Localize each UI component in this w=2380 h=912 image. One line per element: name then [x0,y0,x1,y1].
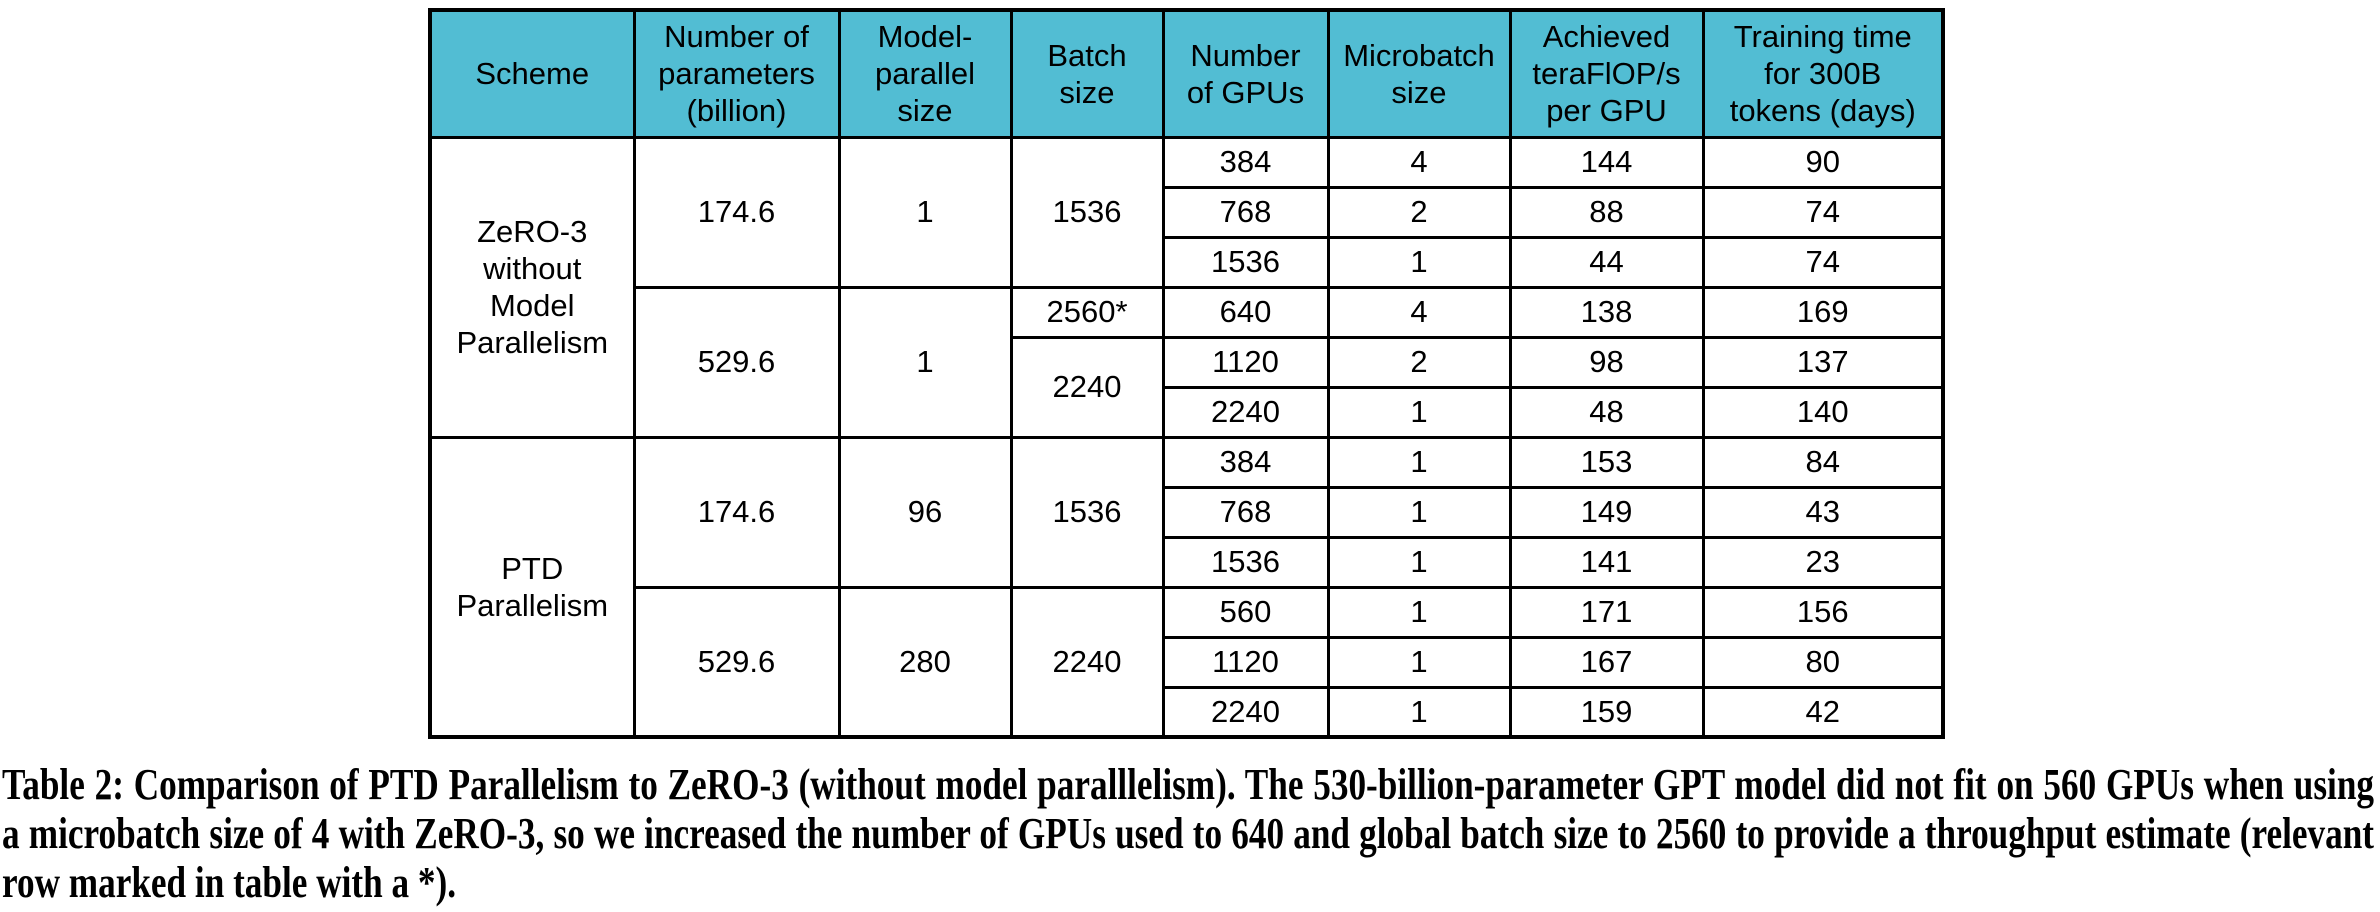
microbatch-cell: 4 [1326,285,1512,339]
training-days-cell: 156 [1701,585,1945,639]
column-header-training-time: Training time for 300B tokens (days) [1701,8,1945,139]
gpus-cell: 768 [1161,185,1330,239]
training-days-cell: 42 [1701,685,1945,739]
scheme-cell: PTD Parallelism [428,435,636,739]
header-row: Scheme Number of parameters (billion) Mo… [428,8,1945,139]
table-row: 768 2 88 74 [430,185,1945,239]
training-days-cell: 84 [1701,435,1945,489]
teraflops-cell: 171 [1508,585,1705,639]
teraflops-cell: 141 [1508,535,1705,589]
gpus-cell: 640 [1161,285,1330,339]
training-days-cell: 43 [1701,485,1945,539]
microbatch-cell: 1 [1326,385,1512,439]
mp-size-cell: 1 [837,285,1013,439]
training-days-cell: 169 [1701,285,1945,339]
mp-size-cell: 280 [837,585,1013,739]
table-row: 768 1 149 43 [430,485,1945,539]
column-header-number-of-gpus: Number of GPUs [1161,8,1330,139]
table-row: 529.6 1 2560* 640 4 138 169 [430,285,1945,439]
table-row: 1536 1 141 23 [430,535,1945,589]
table-row: 1536 1 44 74 [430,235,1945,289]
microbatch-cell: 1 [1326,585,1512,639]
teraflops-cell: 149 [1508,485,1705,539]
batch-size-cell: 1536 [1009,135,1165,289]
gpus-cell: 1120 [1161,635,1330,689]
microbatch-cell: 1 [1326,235,1512,289]
teraflops-cell: 167 [1508,635,1705,689]
training-days-cell: 74 [1701,185,1945,239]
table-header: Scheme Number of parameters (billion) Mo… [428,8,1945,139]
column-header-batch-size: Batch size [1009,8,1165,139]
table-row: 2240 1 159 42 [430,685,1945,739]
microbatch-cell: 1 [1326,435,1512,489]
params-cell: 174.6 [632,435,841,589]
gpus-cell: 1536 [1161,535,1330,589]
teraflops-cell: 98 [1508,335,1705,389]
comparison-table: Scheme Number of parameters (billion) Mo… [428,8,1945,739]
gpus-cell: 2240 [1161,385,1330,439]
batch-size-cell: 1536 [1009,435,1165,589]
column-header-microbatch-size: Microbatch size [1326,8,1512,139]
microbatch-cell: 1 [1326,635,1512,689]
teraflops-cell: 48 [1508,385,1705,439]
column-header-parameters: Number of parameters (billion) [632,8,841,139]
teraflops-cell: 88 [1508,185,1705,239]
teraflops-cell: 159 [1508,685,1705,739]
training-days-cell: 80 [1701,635,1945,689]
teraflops-cell: 153 [1508,435,1705,489]
gpus-cell: 1536 [1161,235,1330,289]
table-body: ZeRO-3 without Model Parallelism 174.6 1 15… [428,135,1945,739]
batch-size-cell: 2240 [1009,585,1165,739]
teraflops-cell: 44 [1508,235,1705,289]
training-days-cell: 137 [1701,335,1945,389]
batch-size-cell: 2560* [1009,285,1165,339]
training-days-cell: 74 [1701,235,1945,289]
table-row: 2240 1 48 140 [430,385,1945,439]
teraflops-cell: 138 [1508,285,1705,339]
gpus-cell: 768 [1161,485,1330,539]
microbatch-cell: 2 [1326,335,1512,389]
training-days-cell: 23 [1701,535,1945,589]
training-days-cell: 90 [1701,135,1945,189]
gpus-cell: 384 [1161,435,1330,489]
table-row: 2240 1120 2 98 137 [430,335,1945,439]
microbatch-cell: 1 [1326,685,1512,739]
scheme-cell: ZeRO-3 without Model Parallelism [428,135,636,439]
column-header-scheme: Scheme [428,8,636,139]
table-row: ZeRO-3 without Model Parallelism 174.6 1 15… [428,135,1945,439]
training-days-cell: 140 [1701,385,1945,439]
column-header-achieved-teraflops: Achieved teraFlOP/s per GPU [1508,8,1705,139]
gpus-cell: 384 [1161,135,1330,189]
mp-size-cell: 1 [837,135,1013,289]
table-row: PTD Parallelism 174.6 96 1536 384 1 153 84 [428,435,1945,739]
table-caption: Table 2: Comparison of PTD Parallelism t… [2,760,2374,907]
microbatch-cell: 4 [1326,135,1512,189]
params-cell: 529.6 [632,585,841,739]
batch-size-cell: 2240 [1009,335,1165,439]
params-cell: 529.6 [632,285,841,439]
microbatch-cell: 2 [1326,185,1512,239]
gpus-cell: 2240 [1161,685,1330,739]
table-row: 529.6 280 2240 560 1 171 156 [430,585,1945,739]
column-header-model-parallel-size: Model- parallel size [837,8,1013,139]
table-row: 1120 1 167 80 [430,635,1945,689]
microbatch-cell: 1 [1326,535,1512,589]
params-cell: 174.6 [632,135,841,289]
microbatch-cell: 1 [1326,485,1512,539]
teraflops-cell: 144 [1508,135,1705,189]
gpus-cell: 560 [1161,585,1330,639]
gpus-cell: 1120 [1161,335,1330,389]
mp-size-cell: 96 [837,435,1013,589]
